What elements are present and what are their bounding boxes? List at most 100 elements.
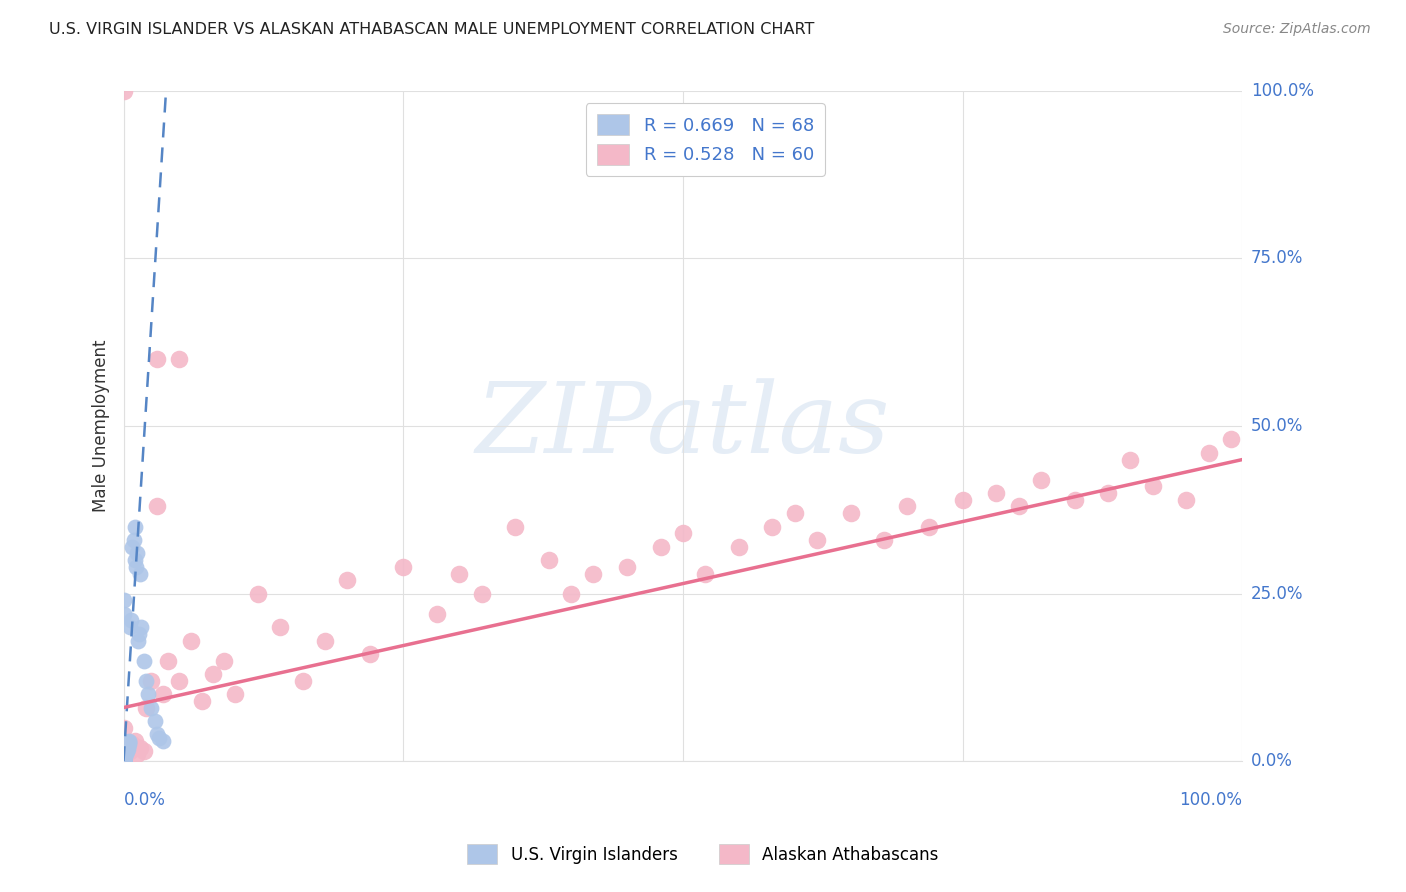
Point <box>148 731 170 745</box>
Point <box>141 700 163 714</box>
Point <box>118 738 141 752</box>
Point <box>112 747 135 762</box>
Point <box>470 586 492 600</box>
Legend: U.S. Virgin Islanders, Alaskan Athabascans: U.S. Virgin Islanders, Alaskan Athabasca… <box>461 838 945 871</box>
Point <box>112 734 135 748</box>
Point <box>141 673 163 688</box>
Point <box>761 519 783 533</box>
Point <box>114 740 136 755</box>
Point <box>952 492 974 507</box>
Point <box>115 740 138 755</box>
Point <box>121 540 143 554</box>
Point <box>650 540 672 554</box>
Point <box>120 620 142 634</box>
Point <box>112 593 135 607</box>
Point <box>180 633 202 648</box>
Text: 75.0%: 75.0% <box>1251 250 1303 268</box>
Point <box>449 566 471 581</box>
Point <box>314 633 336 648</box>
Point <box>224 687 246 701</box>
Point <box>1097 486 1119 500</box>
Point <box>114 747 136 762</box>
Point <box>132 744 155 758</box>
Point <box>135 673 157 688</box>
Point <box>426 607 449 621</box>
Point <box>112 748 135 763</box>
Point <box>839 506 862 520</box>
Text: Source: ZipAtlas.com: Source: ZipAtlas.com <box>1223 22 1371 37</box>
Point <box>146 500 169 514</box>
Point <box>127 633 149 648</box>
Legend: R = 0.669   N = 68, R = 0.528   N = 60: R = 0.669 N = 68, R = 0.528 N = 60 <box>586 103 825 176</box>
Text: 0.0%: 0.0% <box>124 791 166 809</box>
Text: 0.0%: 0.0% <box>1251 752 1292 770</box>
Point <box>124 734 146 748</box>
Point <box>125 546 148 560</box>
Point <box>112 754 135 768</box>
Point <box>112 754 135 768</box>
Point <box>128 627 150 641</box>
Point <box>112 744 135 758</box>
Point <box>124 519 146 533</box>
Point <box>112 754 135 768</box>
Point <box>918 519 941 533</box>
Y-axis label: Male Unemployment: Male Unemployment <box>93 340 110 512</box>
Point <box>114 747 136 762</box>
Point <box>157 654 180 668</box>
Point <box>873 533 896 547</box>
Point <box>146 727 169 741</box>
Point <box>359 647 381 661</box>
Point <box>135 700 157 714</box>
Point <box>112 754 135 768</box>
Point <box>695 566 717 581</box>
Point <box>503 519 526 533</box>
Point <box>112 754 135 768</box>
Text: 100.0%: 100.0% <box>1180 791 1243 809</box>
Point <box>117 742 139 756</box>
Point <box>112 739 135 754</box>
Point <box>112 754 135 768</box>
Text: 50.0%: 50.0% <box>1251 417 1303 435</box>
Point <box>112 754 135 768</box>
Point <box>246 586 269 600</box>
Point <box>672 526 695 541</box>
Point <box>112 754 135 768</box>
Point <box>114 742 136 756</box>
Point <box>112 754 135 768</box>
Text: ZIPatlas: ZIPatlas <box>475 378 890 474</box>
Point <box>146 351 169 366</box>
Point <box>806 533 828 547</box>
Point <box>115 744 138 758</box>
Point <box>560 586 582 600</box>
Point <box>117 740 139 755</box>
Point <box>112 746 135 760</box>
Point <box>1198 446 1220 460</box>
Point <box>129 566 152 581</box>
Point <box>118 735 141 749</box>
Point <box>728 540 751 554</box>
Point <box>120 744 142 758</box>
Point <box>112 751 135 765</box>
Point <box>1029 473 1052 487</box>
Point <box>124 553 146 567</box>
Point <box>112 607 135 621</box>
Point <box>136 687 159 701</box>
Point <box>986 486 1008 500</box>
Point <box>120 614 142 628</box>
Point <box>212 654 235 668</box>
Point <box>112 740 135 755</box>
Point <box>122 533 145 547</box>
Point <box>152 687 174 701</box>
Point <box>112 744 135 758</box>
Point <box>112 754 135 768</box>
Point <box>896 500 918 514</box>
Point <box>112 742 135 756</box>
Point <box>336 573 359 587</box>
Point <box>112 738 135 752</box>
Point <box>112 754 135 768</box>
Point <box>129 740 152 755</box>
Point <box>112 740 135 755</box>
Point <box>112 747 135 762</box>
Point <box>582 566 605 581</box>
Point <box>114 744 136 758</box>
